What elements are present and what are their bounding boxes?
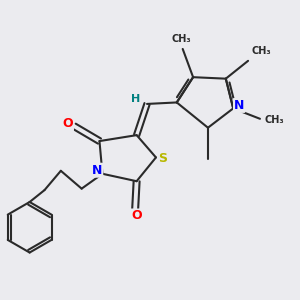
Text: O: O (62, 117, 73, 130)
Text: CH₃: CH₃ (251, 46, 271, 56)
Text: H: H (130, 94, 140, 103)
Text: CH₃: CH₃ (264, 115, 284, 125)
Text: N: N (92, 164, 102, 177)
Text: O: O (131, 209, 142, 223)
Text: N: N (234, 99, 244, 112)
Text: S: S (158, 152, 167, 165)
Text: CH₃: CH₃ (171, 34, 191, 44)
